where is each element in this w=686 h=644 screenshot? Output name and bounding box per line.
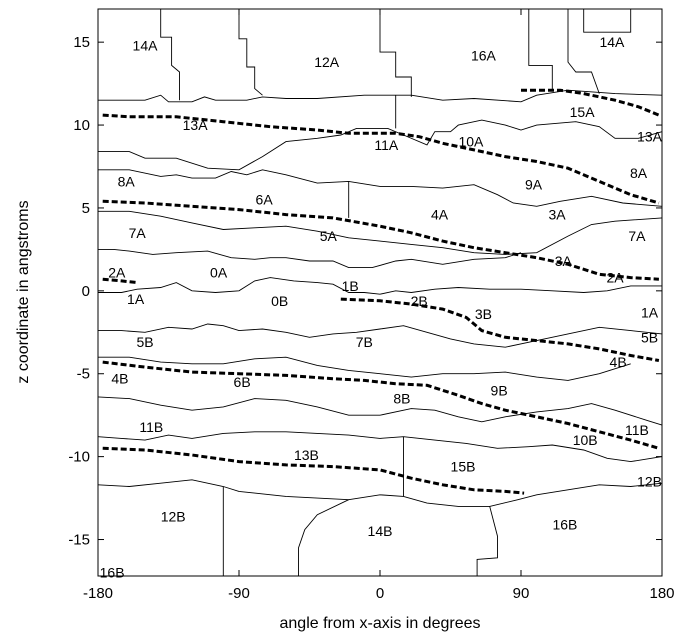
- y-axis-title: z coordinate in angstroms: [15, 200, 32, 383]
- region-label: 1B: [342, 278, 359, 294]
- region-label: 3A: [555, 253, 573, 269]
- dashed-traces: [102, 88, 660, 495]
- region-label: 2A: [108, 265, 126, 281]
- dashed-trace-0: [102, 113, 660, 205]
- region-boundary-15: [97, 479, 663, 507]
- region-boundary-10: [98, 277, 662, 295]
- region-label: 8B: [393, 391, 410, 407]
- region-label: 4B: [111, 371, 128, 387]
- region-label: 3B: [475, 306, 492, 322]
- region-label: 11B: [625, 422, 649, 438]
- region-boundary-14: [97, 431, 663, 463]
- region-boundary-8: [98, 210, 663, 255]
- x-tick-label: -180: [83, 585, 113, 602]
- region-label: 15A: [570, 104, 596, 120]
- region-label: 5A: [320, 228, 338, 244]
- region-boundaries: [97, 9, 663, 576]
- dashed-trace-2: [102, 199, 659, 281]
- region-boundary-0: [98, 89, 663, 103]
- y-tick-label: -10: [68, 449, 90, 466]
- region-boundary-5: [567, 9, 600, 94]
- region-label: 11A: [374, 137, 399, 153]
- region-label: 9B: [491, 382, 508, 398]
- x-tick-label: 0: [376, 585, 384, 602]
- region-label: 1A: [641, 304, 659, 320]
- region-label: 14A: [133, 38, 159, 54]
- dashed-trace-3: [102, 277, 138, 285]
- region-label: 11B: [139, 419, 163, 435]
- region-labels: 14A 12A 16A 14A 15A 13A 13A 11A 10A 8A 8A 9A 6A 4A 3A 7…: [100, 34, 663, 581]
- region-label: 0A: [210, 265, 228, 281]
- region-label: 14B: [368, 523, 393, 539]
- x-axis-title: angle from x-axis in degrees: [280, 615, 481, 632]
- region-boundary-6: [98, 119, 663, 171]
- region-label: 10A: [458, 134, 484, 150]
- region-boundary-13: [97, 396, 663, 426]
- y-tick-label: 0: [82, 283, 90, 300]
- region-label: 0B: [271, 293, 288, 309]
- dashed-trace-5: [102, 360, 660, 450]
- y-tick-label: 10: [73, 117, 90, 134]
- region-boundary-17: [476, 506, 498, 576]
- region-label: 12B: [161, 508, 186, 524]
- region-label: 13A: [183, 117, 209, 133]
- region-label: 12B: [637, 474, 662, 490]
- region-boundary-16: [298, 499, 349, 576]
- region-label: 5B: [641, 329, 658, 345]
- region-label: 12A: [314, 54, 340, 70]
- region-label: 2B: [411, 293, 428, 309]
- region-label: 16B: [552, 517, 577, 533]
- region-label: 13A: [637, 129, 663, 145]
- region-label: 4A: [431, 207, 449, 223]
- region-label: 4B: [610, 354, 627, 370]
- region-label: 8A: [630, 165, 648, 181]
- region-label: 2A: [606, 270, 624, 286]
- region-boundary-4: [528, 9, 553, 91]
- y-tick-label: -15: [68, 532, 90, 549]
- region-boundary-20: [583, 9, 632, 33]
- x-axis-ticks: -180 -90 0 90 180: [83, 9, 675, 602]
- dashed-trace-4: [340, 297, 660, 362]
- dashed-trace-6: [102, 446, 525, 495]
- region-boundary-3: [379, 9, 412, 97]
- region-label: 13B: [294, 447, 319, 463]
- region-boundary-2: [238, 9, 263, 96]
- region-label: 10B: [573, 432, 598, 448]
- region-boundary-11: [98, 323, 663, 348]
- region-boundary-1: [160, 9, 180, 101]
- region-label: 16A: [471, 47, 497, 63]
- y-tick-label: -5: [77, 366, 90, 383]
- dashed-trace-1: [521, 88, 660, 117]
- region-boundary-7: [98, 169, 663, 207]
- region-label: 15B: [451, 459, 476, 475]
- region-boundary-9: [98, 248, 522, 269]
- region-label: 14A: [599, 34, 625, 50]
- region-label: 7A: [628, 228, 646, 244]
- region-label: 6A: [256, 192, 274, 208]
- region-label: 5B: [136, 334, 153, 350]
- region-label: 16B: [100, 565, 125, 581]
- y-tick-label: 15: [73, 34, 90, 51]
- y-axis-ticks: -15 -10 -5 0 5 10 15: [68, 34, 662, 549]
- region-label: 7B: [356, 334, 373, 350]
- region-label: 9A: [525, 177, 543, 193]
- region-label: 7A: [129, 225, 147, 241]
- x-tick-label: 180: [649, 585, 674, 602]
- region-label: 6B: [234, 374, 251, 390]
- region-boundary-12: [98, 356, 631, 381]
- x-tick-label: 90: [513, 585, 530, 602]
- region-label: 3A: [548, 207, 566, 223]
- region-label: 1A: [127, 291, 145, 307]
- x-tick-label: -90: [228, 585, 250, 602]
- region-label: 8A: [118, 173, 136, 189]
- y-tick-label: 5: [82, 200, 90, 217]
